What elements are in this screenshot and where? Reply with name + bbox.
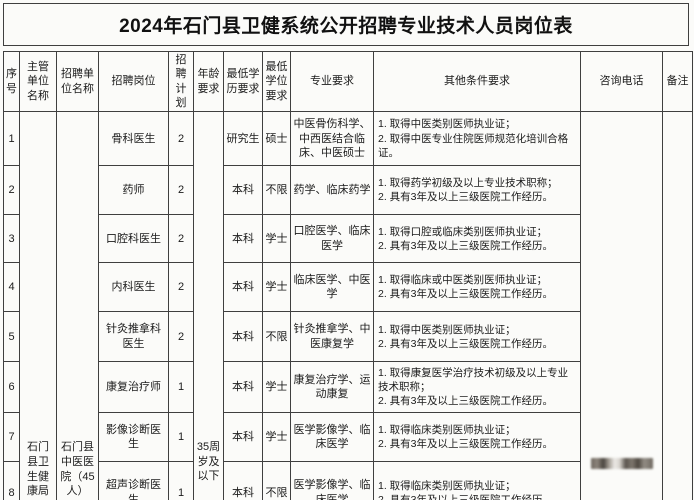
cell-no: 1 (3, 111, 20, 167)
table-row: 7 影像诊断医生 1 本科 学士 医学影像学、临床医学 1. 取得临床类别医师执… (3, 412, 693, 463)
cell-position: 影像诊断医生 (98, 412, 169, 463)
cell-no: 6 (3, 361, 20, 414)
header-employer: 招聘单位名称 (56, 50, 99, 113)
table-row: 3 口腔科医生 2 本科 学士 口腔医学、临床医学 1. 取得口腔或临床类别医师… (3, 214, 693, 264)
cell-major: 药学、临床药学 (290, 165, 374, 216)
header-degree: 最低学位要求 (262, 50, 291, 113)
cell-plan: 2 (168, 165, 194, 216)
header-education: 最低学历要求 (223, 50, 263, 113)
cell-education: 研究生 (223, 111, 263, 167)
cell-plan: 1 (168, 412, 194, 463)
cell-no: 4 (3, 262, 20, 313)
header-note: 备注 (662, 50, 693, 113)
cell-major: 口腔医学、临床医学 (290, 214, 374, 264)
cell-degree: 学士 (262, 412, 291, 463)
cell-education: 本科 (223, 412, 263, 463)
header-age: 年龄要求 (193, 50, 224, 113)
cell-no: 7 (3, 412, 20, 463)
header-no: 序号 (3, 50, 20, 113)
table-row: 5 针灸推拿科医生 2 本科 不限 针灸推拿学、中医康复学 1. 取得中医类别医… (3, 311, 693, 363)
cell-contact-phone (580, 111, 663, 500)
redacted-phone-number (590, 458, 653, 470)
cell-education: 本科 (223, 214, 263, 264)
cell-degree: 学士 (262, 214, 291, 264)
cell-education: 本科 (223, 361, 263, 414)
cell-no: 2 (3, 165, 20, 216)
table-row: 2 药师 2 本科 不限 药学、临床药学 1. 取得药学初级及以上专业技术职称；… (3, 165, 693, 216)
cell-major: 临床医学、中医学 (290, 262, 374, 313)
cell-education: 本科 (223, 461, 263, 500)
cell-major: 中医骨伤科学、中西医结合临床、中医硕士 (290, 111, 374, 167)
header-plan: 招聘计划 (168, 50, 194, 113)
cell-position: 骨科医生 (98, 111, 169, 167)
cell-other-conditions: 1. 取得临床类别医师执业证； 2. 具有3年及以上三级医院工作经历。 (373, 412, 581, 463)
cell-degree: 学士 (262, 361, 291, 414)
cell-education: 本科 (223, 311, 263, 363)
cell-other-conditions: 1. 取得康复医学治疗技术初级及以上专业技术职称； 2. 具有3年及以上三级医院… (373, 361, 581, 414)
cell-education: 本科 (223, 262, 263, 313)
cell-no: 3 (3, 214, 20, 264)
cell-other-conditions: 1. 取得中医类别医师执业证； 2. 取得中医专业住院医师规范化培训合格证。 (373, 111, 581, 167)
cell-degree: 不限 (262, 165, 291, 216)
header-other: 其他条件要求 (373, 50, 581, 113)
cell-age-requirement: 35周岁及以下 (193, 111, 224, 500)
cell-position: 康复治疗师 (98, 361, 169, 414)
table-row: 8 超声诊断医生 1 本科 不限 医学影像学、临床医学 1. 取得临床类别医师执… (3, 461, 693, 500)
header-major: 专业要求 (290, 50, 374, 113)
cell-plan: 2 (168, 311, 194, 363)
cell-degree: 不限 (262, 461, 291, 500)
position-table-wrapper: 序号 主管单位名称 招聘单位名称 招聘岗位 招聘计划 年龄要求 最低学历要求 最… (3, 50, 693, 500)
cell-employer-unit: 石门县中医医院（45人） (56, 111, 99, 500)
cell-education: 本科 (223, 165, 263, 216)
cell-supervisor-unit: 石门县卫生健康局 (19, 111, 57, 500)
cell-plan: 2 (168, 111, 194, 167)
cell-position: 超声诊断医生 (98, 461, 169, 500)
table-row: 6 康复治疗师 1 本科 学士 康复治疗学、运动康复 1. 取得康复医学治疗技术… (3, 361, 693, 414)
cell-no: 8 (3, 461, 20, 500)
cell-position: 针灸推拿科医生 (98, 311, 169, 363)
cell-position: 内科医生 (98, 262, 169, 313)
table-row: 4 内科医生 2 本科 学士 临床医学、中医学 1. 取得临床或中医类别医师执业… (3, 262, 693, 313)
cell-other-conditions: 1. 取得临床或中医类别医师执业证； 2. 具有3年及以上三级医院工作经历。 (373, 262, 581, 313)
cell-degree: 硕士 (262, 111, 291, 167)
cell-major: 医学影像学、临床医学 (290, 461, 374, 500)
cell-position: 药师 (98, 165, 169, 216)
table-row: 1 石门县卫生健康局 石门县中医医院（45人） 骨科医生 2 35周岁及以下 研… (3, 111, 693, 500)
cell-other-conditions: 1. 取得临床类别医师执业证； 2. 具有3年及以上三级医院工作经历。 (373, 461, 581, 500)
header-phone: 咨询电话 (580, 50, 663, 113)
cell-plan: 1 (168, 461, 194, 500)
cell-other-conditions: 1. 取得药学初级及以上专业技术职称； 2. 具有3年及以上三级医院工作经历。 (373, 165, 581, 216)
header-supervisor: 主管单位名称 (19, 50, 57, 113)
cell-major: 针灸推拿学、中医康复学 (290, 311, 374, 363)
header-row: 序号 主管单位名称 招聘单位名称 招聘岗位 招聘计划 年龄要求 最低学历要求 最… (3, 50, 693, 113)
cell-no: 5 (3, 311, 20, 363)
document-title-box: 2024年石门县卫健系统公开招聘专业技术人员岗位表 (3, 3, 689, 46)
cell-position: 口腔科医生 (98, 214, 169, 264)
cell-major: 医学影像学、临床医学 (290, 412, 374, 463)
cell-other-conditions: 1. 取得中医类别医师执业证； 2. 具有3年及以上三级医院工作经历。 (373, 311, 581, 363)
cell-plan: 1 (168, 361, 194, 414)
cell-major: 康复治疗学、运动康复 (290, 361, 374, 414)
cell-note (662, 111, 693, 500)
cell-plan: 2 (168, 214, 194, 264)
cell-other-conditions: 1. 取得口腔或临床类别医师执业证； 2. 具有3年及以上三级医院工作经历。 (373, 214, 581, 264)
cell-plan: 2 (168, 262, 194, 313)
cell-degree: 不限 (262, 311, 291, 363)
page-title: 2024年石门县卫健系统公开招聘专业技术人员岗位表 (119, 16, 573, 37)
cell-degree: 学士 (262, 262, 291, 313)
header-position: 招聘岗位 (98, 50, 169, 113)
position-table: 序号 主管单位名称 招聘单位名称 招聘岗位 招聘计划 年龄要求 最低学历要求 最… (3, 50, 693, 500)
